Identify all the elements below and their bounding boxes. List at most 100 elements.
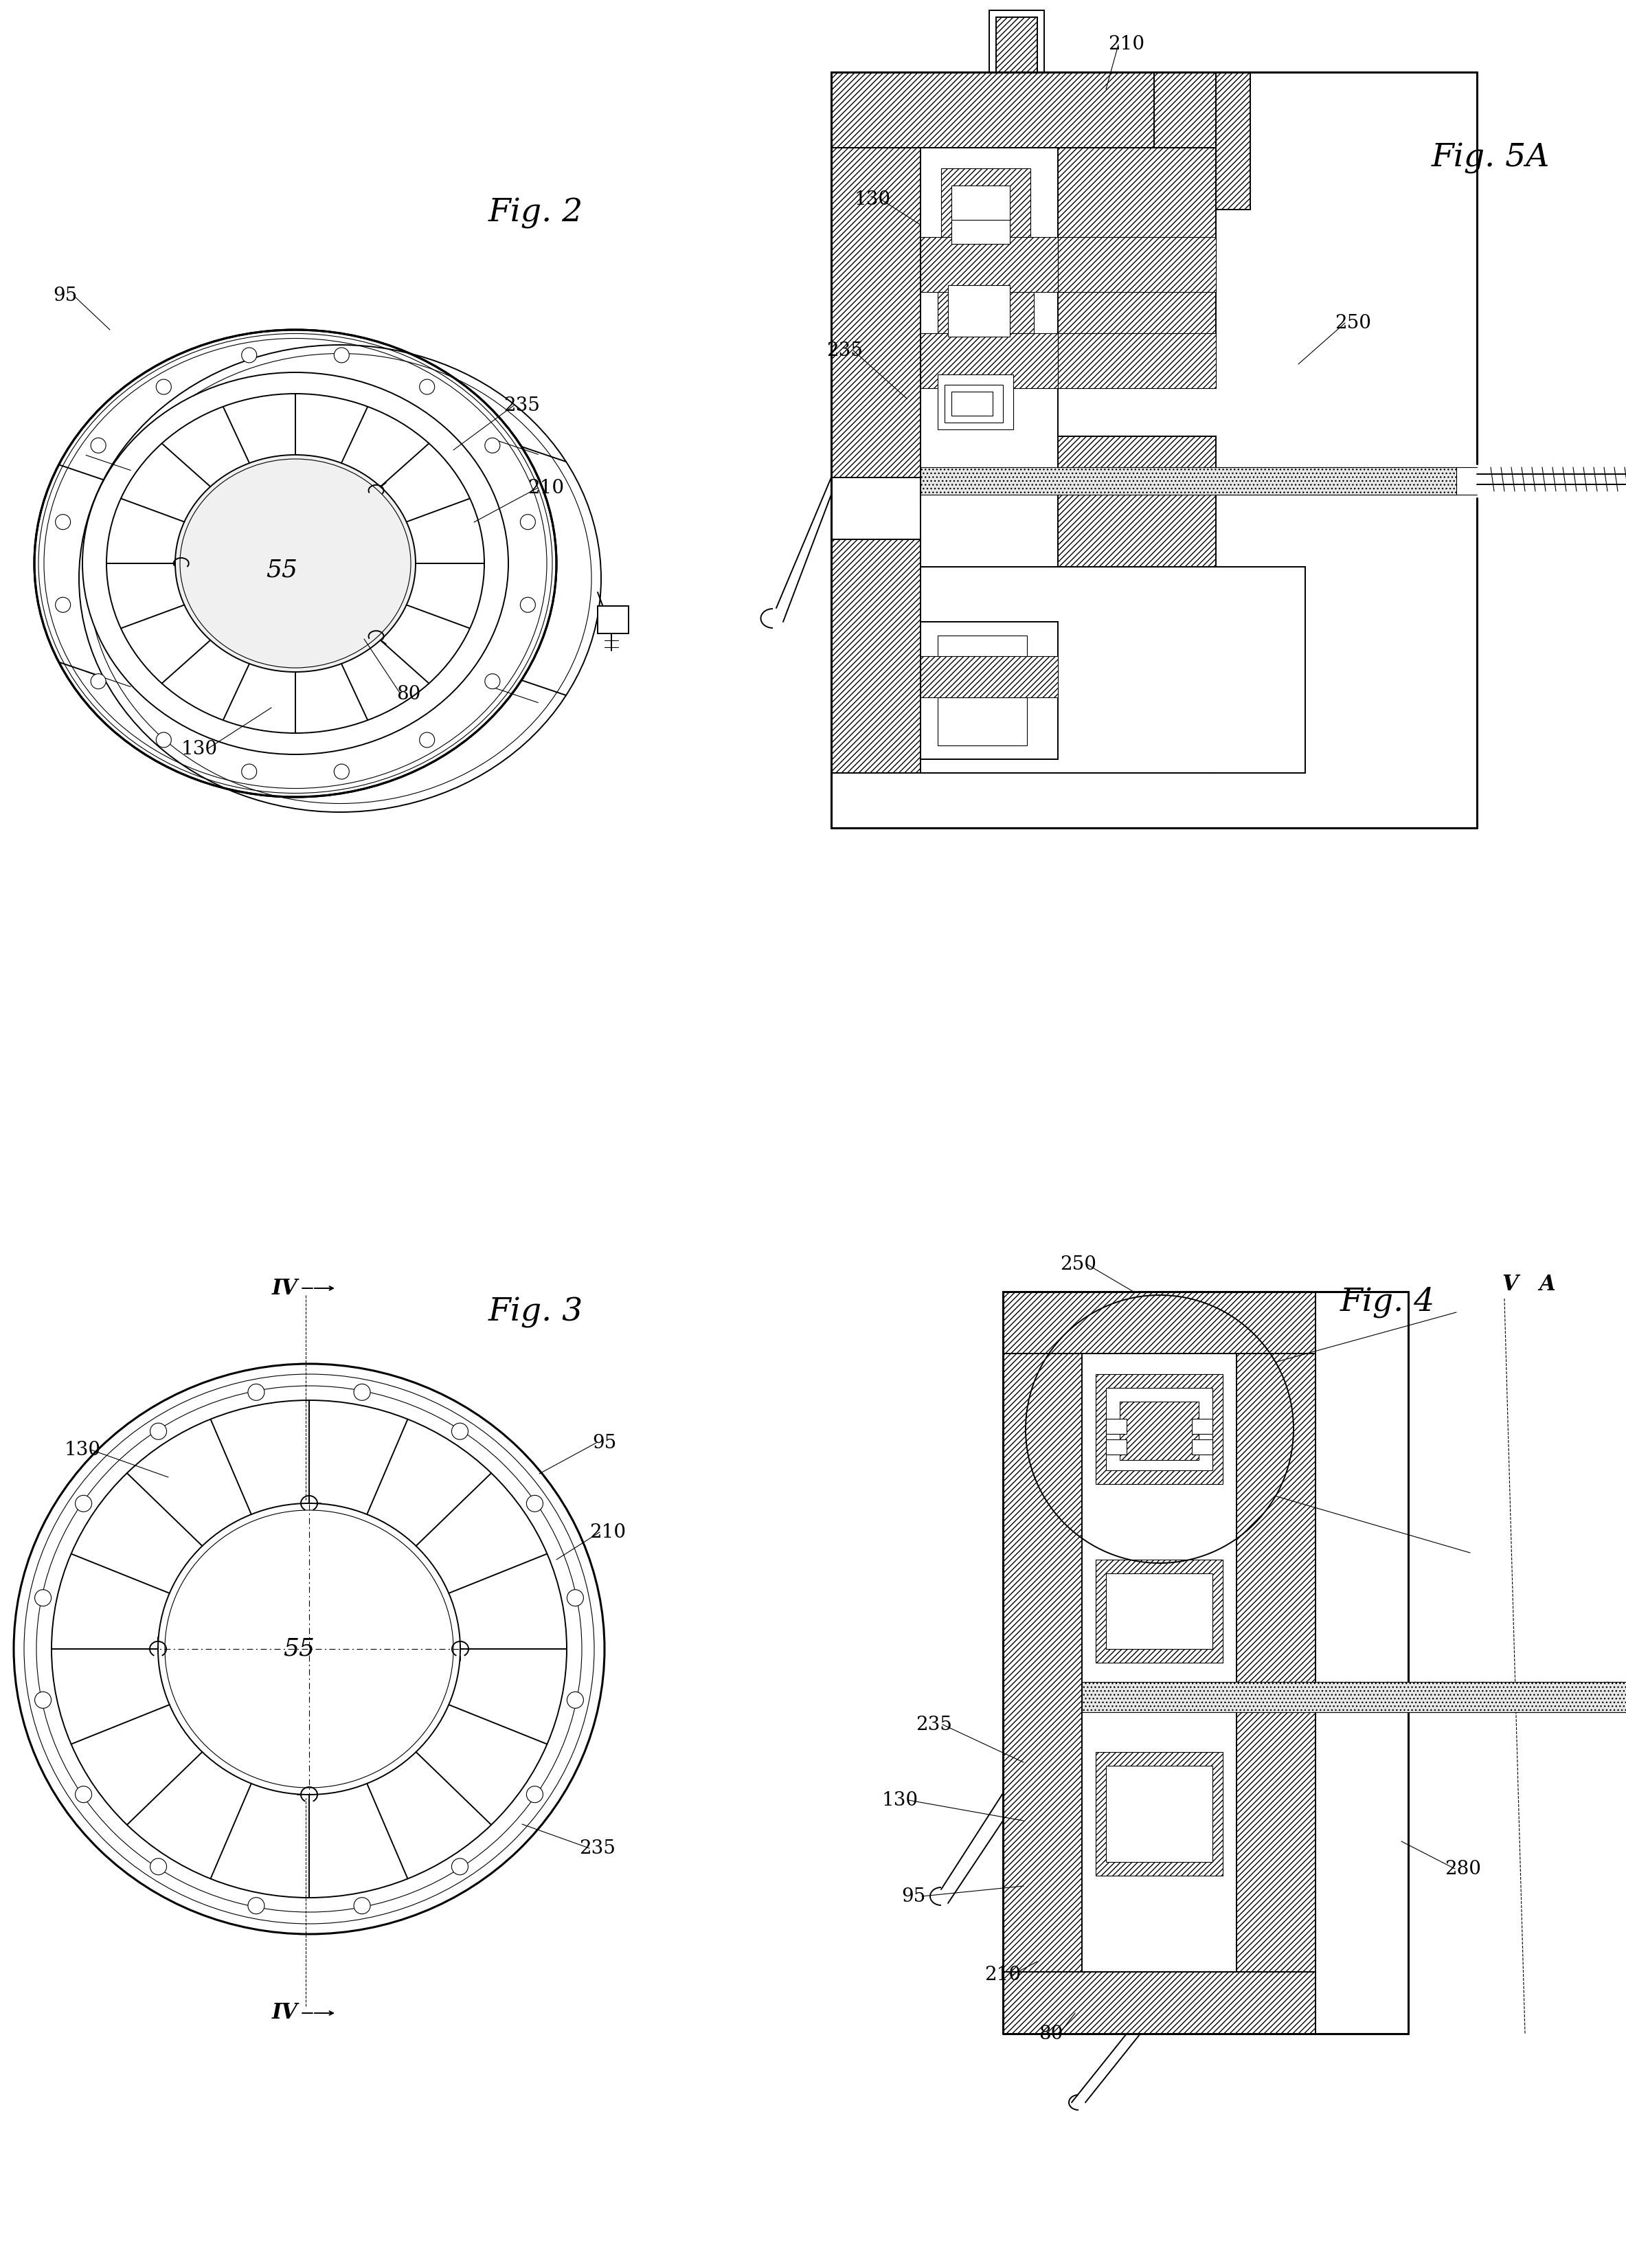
Circle shape [567,1692,584,1708]
Circle shape [420,733,434,748]
Text: 210: 210 [590,1522,626,1542]
Bar [920,238,1059,293]
Bar [938,696,1028,746]
Bar [1003,1293,1315,1354]
Text: Fig. 5A: Fig. 5A [1431,143,1550,175]
Circle shape [150,1857,166,1876]
Bar [1059,238,1216,293]
Text: 235: 235 [504,397,540,415]
Bar [1106,1574,1213,1649]
Text: 95: 95 [54,286,78,304]
Bar [831,147,920,479]
Bar [1192,1420,1213,1433]
Bar [938,374,1013,429]
Bar [1236,1354,1315,1971]
Bar [951,392,992,415]
Circle shape [247,1898,265,1914]
Bar [920,621,1059,760]
Bar [1096,1751,1223,1876]
Bar [1081,1354,1236,1971]
Bar [920,479,1059,567]
Text: 130: 130 [854,191,891,209]
Bar [1059,435,1216,773]
Circle shape [55,596,70,612]
Bar [1081,1683,1626,1712]
Bar [598,606,629,633]
Text: 235: 235 [915,1715,953,1733]
Ellipse shape [13,1363,605,1935]
Text: 130: 130 [63,1440,101,1458]
Circle shape [34,1692,52,1708]
Circle shape [91,674,106,689]
Bar [938,272,1034,354]
Bar [1216,73,1250,209]
Text: 55: 55 [283,1637,314,1660]
Bar [945,386,1003,422]
Circle shape [75,1787,91,1803]
Circle shape [420,379,434,395]
Bar [941,168,1031,252]
Text: 235: 235 [826,340,863,361]
Circle shape [354,1383,371,1399]
Text: V: V [1502,1275,1519,1295]
Bar [948,286,1010,336]
Text: 55: 55 [265,558,298,583]
Circle shape [242,764,257,780]
Text: 80: 80 [1039,2025,1063,2043]
Circle shape [150,1422,166,1440]
Circle shape [452,1422,468,1440]
Bar [920,467,1457,494]
Bar [1192,1440,1213,1454]
Circle shape [485,674,501,689]
Circle shape [91,438,106,454]
Text: 235: 235 [579,1839,616,1857]
Bar [1106,1440,1127,1454]
Circle shape [452,1857,468,1876]
Circle shape [34,1590,52,1606]
Bar [951,220,1010,245]
Bar [831,73,1216,147]
Circle shape [75,1495,91,1513]
Bar [997,18,1037,73]
Circle shape [156,379,171,395]
Circle shape [55,515,70,528]
Text: 250: 250 [1335,313,1371,331]
Ellipse shape [176,456,416,671]
Text: Fig. 4: Fig. 4 [1340,1286,1436,1318]
Bar [1106,1388,1213,1470]
Bar [989,11,1044,73]
Text: 210: 210 [1109,36,1145,54]
Bar [1059,147,1216,367]
Text: A: A [1538,1275,1554,1295]
Circle shape [156,733,171,748]
Circle shape [520,596,535,612]
Ellipse shape [52,1399,567,1898]
Text: 130: 130 [180,739,218,758]
Bar [951,186,1010,238]
Text: 80: 80 [397,685,421,703]
Text: 250: 250 [1060,1254,1096,1272]
Bar [1003,1971,1315,2034]
Circle shape [333,764,350,780]
Bar [920,655,1059,696]
Text: IV: IV [272,1277,298,1300]
Bar [920,567,1306,773]
Bar [1106,1767,1213,1862]
Text: 95: 95 [592,1433,616,1452]
Text: Fig. 3: Fig. 3 [488,1297,584,1327]
Circle shape [527,1787,543,1803]
Bar [1106,1420,1127,1433]
Circle shape [485,438,501,454]
Circle shape [333,347,350,363]
Bar [1120,1402,1198,1461]
Bar [1096,1374,1223,1483]
Text: IV: IV [272,2003,298,2023]
Text: 280: 280 [1446,1860,1481,1878]
Ellipse shape [34,329,556,796]
Text: 95: 95 [901,1887,925,1905]
Bar [920,147,1059,479]
Circle shape [567,1590,584,1606]
Bar [920,333,1059,388]
Circle shape [354,1898,371,1914]
Circle shape [520,515,535,528]
